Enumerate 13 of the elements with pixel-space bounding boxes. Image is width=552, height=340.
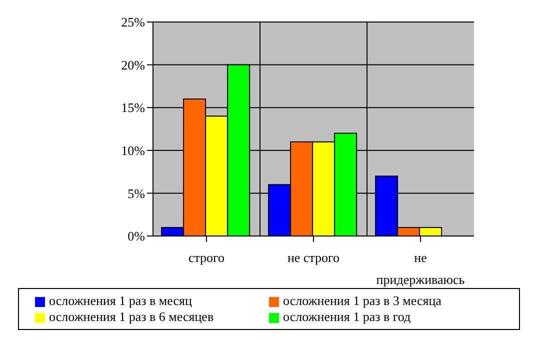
- y-tick-label: 20%: [121, 57, 146, 72]
- x-tick-label: не придерживаюсь: [376, 250, 465, 287]
- x-tick-label: строго: [188, 250, 225, 265]
- legend-label: осложнения 1 раз в 6 месяцев: [49, 309, 215, 325]
- y-tick-label: 25%: [121, 14, 146, 30]
- y-tick-label: 10%: [121, 143, 146, 158]
- x-tick-label: не строго: [287, 250, 340, 265]
- legend-label: осложнения 1 раз в месяц: [49, 293, 193, 309]
- legend-label: осложнения 1 раз в год: [283, 309, 412, 325]
- y-tick-label: 0%: [128, 228, 146, 244]
- y-tick-label: 5%: [128, 186, 146, 201]
- legend-label: осложнения 1 раз в 3 месяца: [283, 293, 442, 309]
- y-tick-label: 15%: [121, 100, 146, 116]
